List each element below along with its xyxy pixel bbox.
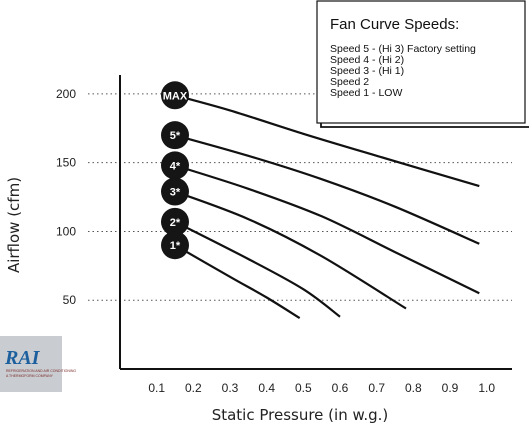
legend-item-speed-2: Speed 2 (330, 76, 369, 88)
legend-box: Fan Curve Speeds: Speed 5 - (Hi 3) Facto… (316, 0, 529, 128)
y-tick-label: 50 (63, 293, 77, 307)
speed-badge-label: MAX (163, 90, 188, 102)
speed-badge-circle (161, 231, 189, 260)
speed-badge-5: 5* (161, 121, 189, 150)
logo-subtitle: REFRIGERATION AND AIR CONDITIONING (6, 369, 76, 373)
fan-curve-4 (174, 164, 480, 295)
y-tick-label: 100 (56, 224, 76, 238)
legend-item-speed-3: Speed 3 - (Hi 1) (330, 65, 404, 77)
speed-badge-2: 2* (161, 207, 189, 236)
speed-badge-max: MAX (161, 81, 189, 110)
legend-item-speed-5: Speed 5 - (Hi 3) Factory setting (330, 43, 476, 55)
x-tick-label: 0.7 (368, 381, 385, 395)
y-tick-labels: 50 100 150 200 (56, 87, 76, 307)
speed-badge-circle (161, 151, 189, 180)
x-tick-label: 0.4 (258, 381, 275, 395)
x-axis-title: Static Pressure (in w.g.) (212, 406, 389, 424)
gridlines (88, 93, 512, 301)
axes (119, 75, 512, 370)
x-tick-labels: 0.1 0.2 0.3 0.4 0.5 0.6 0.7 0.8 0.9 1.0 (148, 381, 495, 395)
fan-curve-5 (174, 134, 480, 245)
speed-badge-circle (161, 207, 189, 236)
fan-curve-max (174, 94, 480, 188)
y-tick-label: 150 (56, 156, 76, 170)
y-axis-title: Airflow (cfm) (5, 177, 23, 273)
speed-badge-circle (161, 121, 189, 150)
speed-badge-label: 3* (170, 187, 181, 199)
fan-curves (174, 94, 480, 320)
speed-badge-label: 1* (170, 240, 181, 252)
fan-curve-1 (174, 244, 301, 320)
logo-subtitle-company: A THERMOFORM COMPANY (6, 374, 54, 378)
speed-badge-circle (161, 81, 189, 110)
legend-item-speed-4: Speed 4 - (Hi 2) (330, 54, 404, 66)
rai-logo: RAI REFRIGERATION AND AIR CONDITIONING A… (0, 336, 76, 392)
x-tick-label: 0.6 (332, 381, 349, 395)
speed-badge-1: 1* (161, 231, 189, 260)
legend-title: Fan Curve Speeds: (330, 16, 459, 33)
logo-wordmark: RAI (4, 347, 41, 369)
x-tick-label: 0.1 (148, 381, 165, 395)
x-tick-label: 0.3 (222, 381, 239, 395)
fan-curve-2 (174, 220, 341, 318)
y-tick-label: 200 (56, 87, 76, 101)
x-tick-label: 1.0 (478, 381, 495, 395)
speed-badge-label: 2* (170, 217, 181, 229)
speed-badge-3: 3* (161, 177, 189, 206)
speed-badge-4: 4* (161, 151, 189, 180)
speed-badges: MAX 5* 4* 3* 2* 1* (161, 81, 189, 260)
x-tick-label: 0.9 (442, 381, 459, 395)
speed-badge-circle (161, 177, 189, 206)
fan-curve-3 (174, 190, 407, 310)
speed-badge-label: 4* (170, 160, 181, 172)
x-tick-label: 0.8 (405, 381, 422, 395)
x-tick-label: 0.2 (185, 381, 202, 395)
speed-badge-label: 5* (170, 130, 181, 142)
x-tick-label: 0.5 (295, 381, 312, 395)
legend-item-speed-1: Speed 1 - LOW (330, 87, 402, 99)
